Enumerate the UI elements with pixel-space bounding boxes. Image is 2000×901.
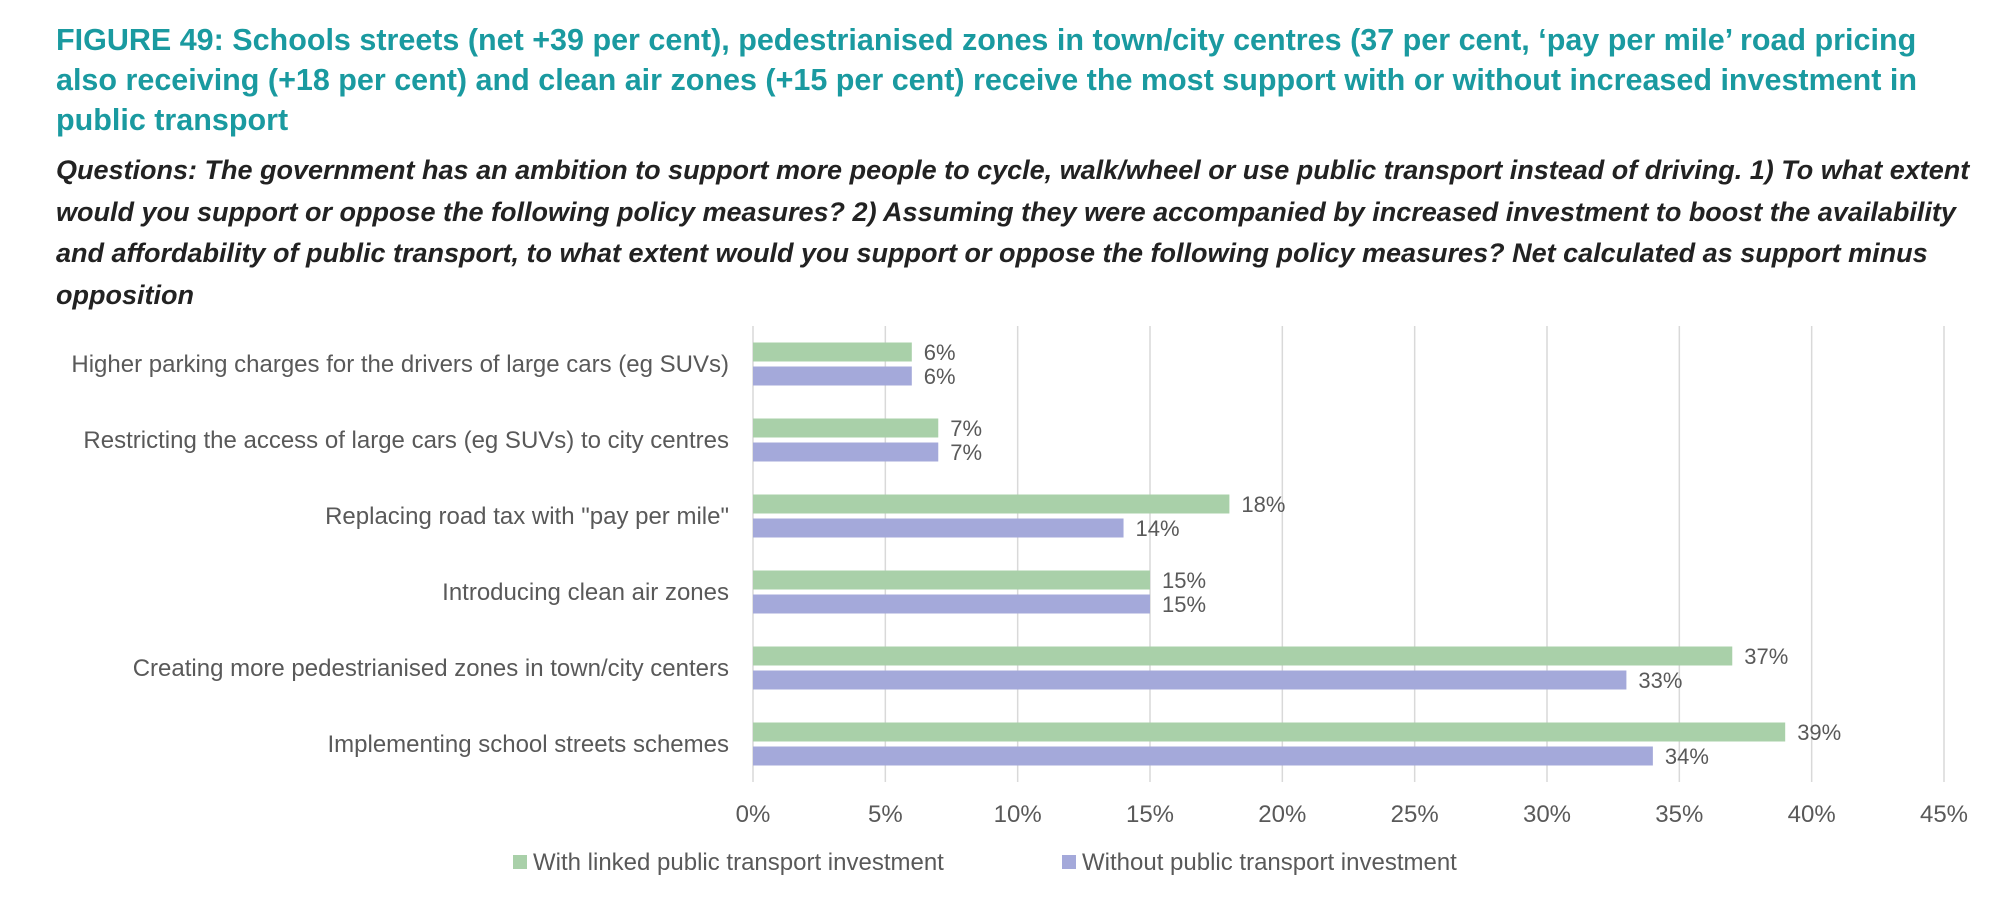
bar xyxy=(753,670,1627,690)
x-axis-ticks: 0% 5% 10% 15% 20% 25% 30% 35% 40% 45% xyxy=(736,801,1968,828)
legend-label: Without public transport investment xyxy=(1082,849,1457,876)
x-tick-label: 15% xyxy=(1126,801,1174,828)
figure-subtitle: Questions: The government has an ambitio… xyxy=(56,155,1970,310)
data-label: 15% xyxy=(1162,568,1206,593)
bar xyxy=(753,722,1786,742)
x-tick-label: 5% xyxy=(868,801,903,828)
bar xyxy=(753,518,1124,538)
legend: With linked public transport investment W… xyxy=(513,849,1457,876)
data-label: 7% xyxy=(950,440,982,465)
data-label: 7% xyxy=(950,416,982,441)
data-label: 6% xyxy=(924,340,956,365)
category-labels: Higher parking charges for the drivers o… xyxy=(71,351,729,758)
data-label: 33% xyxy=(1638,668,1682,693)
bar xyxy=(753,442,939,462)
x-tick-label: 10% xyxy=(994,801,1042,828)
category-label: Replacing road tax with "pay per mile" xyxy=(325,503,729,530)
bar xyxy=(753,366,912,386)
category-label: Higher parking charges for the drivers o… xyxy=(71,351,729,378)
bar xyxy=(753,646,1733,666)
bar xyxy=(753,342,912,362)
figure-title: FIGURE 49: Schools streets (net +39 per … xyxy=(56,23,1918,137)
legend-swatch xyxy=(1062,855,1076,869)
data-label: 6% xyxy=(924,364,956,389)
data-labels: 6%6% 7%7% 18% 14% 15%15% 37% 33% 39% 34% xyxy=(924,340,1841,769)
legend-label: With linked public transport investment xyxy=(533,849,944,876)
x-tick-label: 25% xyxy=(1391,801,1439,828)
x-tick-label: 40% xyxy=(1788,801,1836,828)
bar xyxy=(753,570,1150,590)
data-label: 18% xyxy=(1241,492,1285,517)
x-tick-label: 30% xyxy=(1523,801,1571,828)
bar xyxy=(753,418,939,438)
bars xyxy=(753,342,1786,766)
data-label: 37% xyxy=(1744,644,1788,669)
data-label: 39% xyxy=(1797,720,1841,745)
x-tick-label: 0% xyxy=(736,801,771,828)
x-tick-label: 35% xyxy=(1655,801,1703,828)
bar xyxy=(753,594,1150,614)
x-tick-label: 20% xyxy=(1258,801,1306,828)
legend-swatch xyxy=(513,855,527,869)
data-label: 15% xyxy=(1162,592,1206,617)
gridlines xyxy=(752,326,1945,782)
x-tick-label: 45% xyxy=(1920,801,1968,828)
category-label: Implementing school streets schemes xyxy=(327,731,729,758)
category-label: Introducing clean air zones xyxy=(442,579,729,606)
category-label: Restricting the access of large cars (eg… xyxy=(83,427,729,454)
data-label: 34% xyxy=(1665,744,1709,769)
bar xyxy=(753,746,1653,766)
bar xyxy=(753,494,1230,514)
data-label: 14% xyxy=(1136,516,1180,541)
category-label: Creating more pedestrianised zones in to… xyxy=(133,655,729,682)
